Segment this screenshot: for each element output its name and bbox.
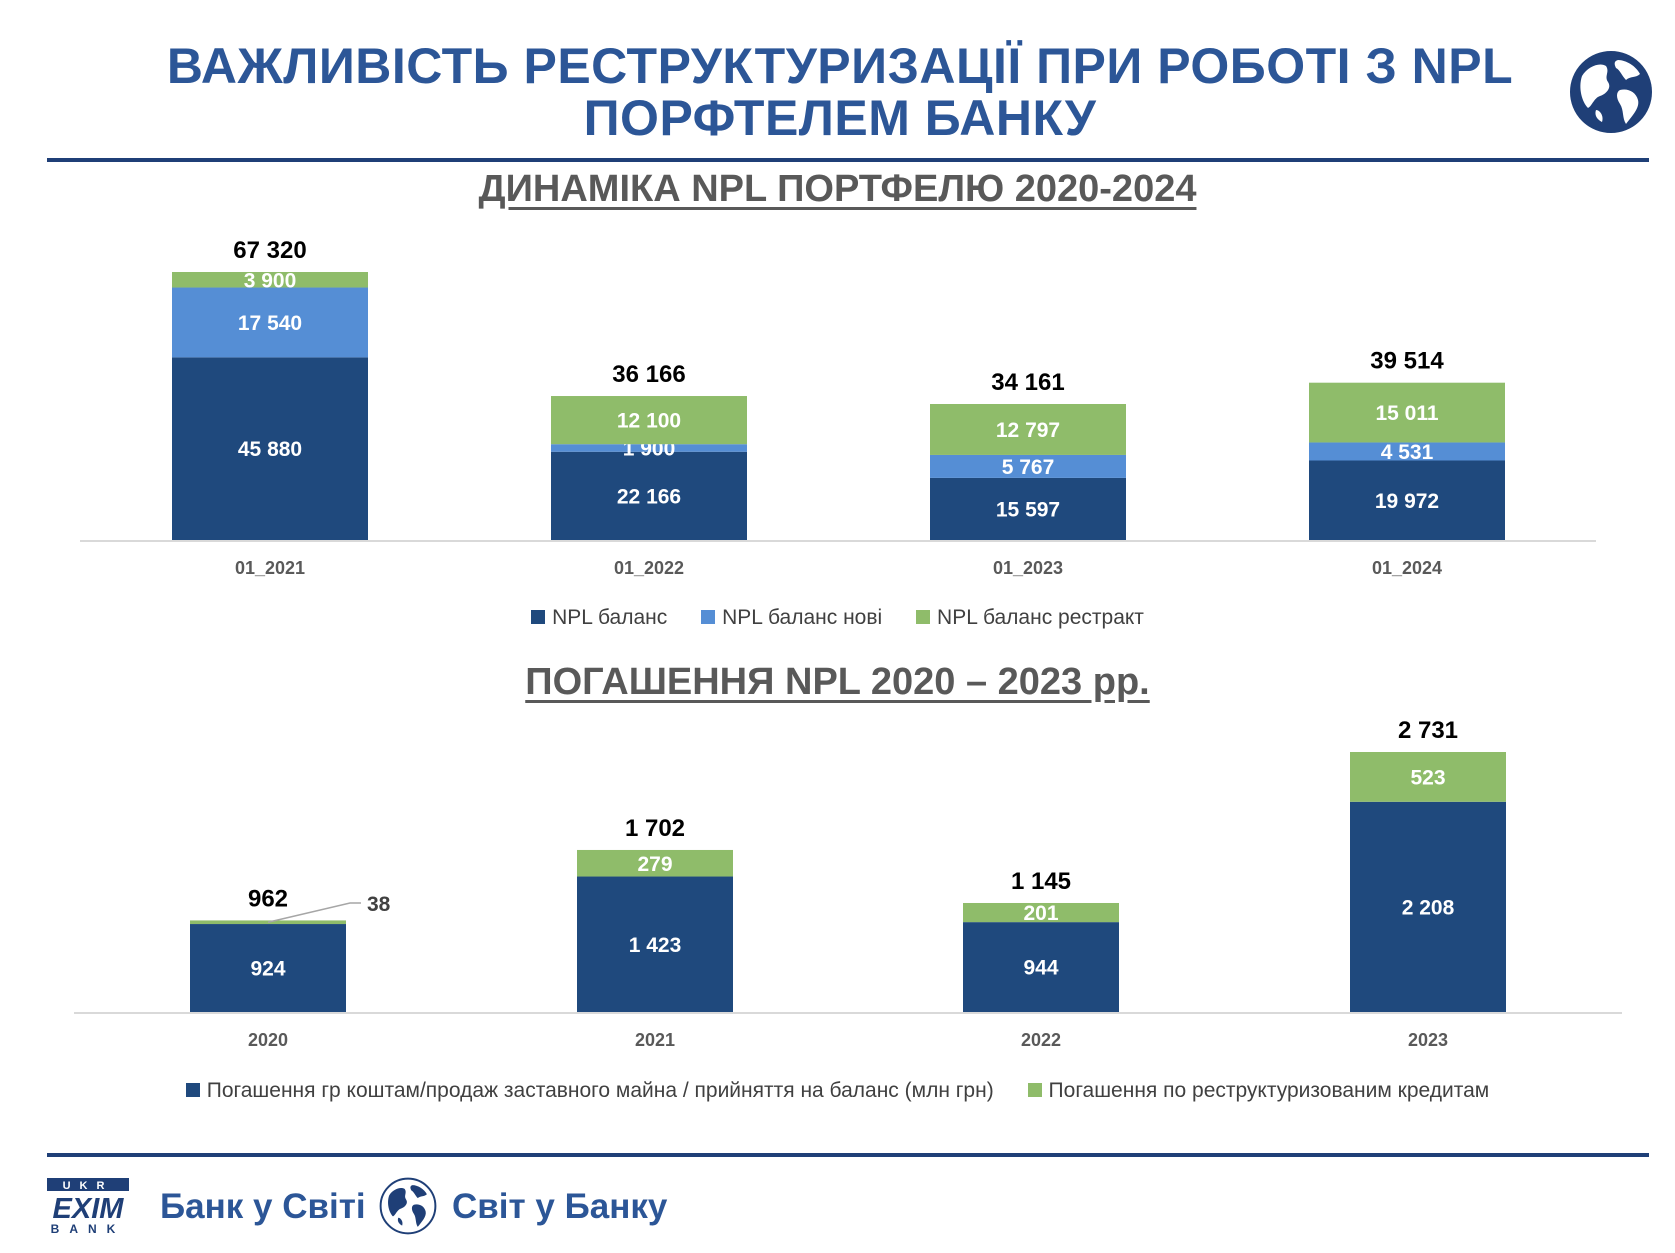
data-label: 12 100 — [617, 410, 681, 433]
data-label: 5 767 — [1002, 456, 1055, 479]
data-label: 3 900 — [244, 269, 297, 292]
category-label: 2021 — [635, 1030, 675, 1050]
logo-text-top: UKR — [63, 1180, 114, 1192]
data-label: 15 597 — [996, 499, 1060, 522]
bar-segment — [1309, 442, 1505, 461]
logo-text-mid: EXIM — [53, 1193, 125, 1225]
chart1-title: ДИНАМІКА NPL ПОРТФЕЛЮ 2020-2024 — [478, 168, 1197, 210]
bar-segment — [1350, 801, 1506, 1012]
data-label: 22 166 — [617, 485, 681, 508]
npl-repayment-chart: 924 38 962 2020 1 423 279 1 702 2021 944 201 1 145… — [74, 717, 1622, 1050]
chart1-legend: NPL баланс NPL баланс нові NPL баланс ре… — [0, 606, 1675, 630]
total-label: 1 702 — [625, 815, 685, 842]
bar-segment — [551, 396, 747, 445]
legend-item-npl-new: NPL баланс нові — [701, 606, 882, 630]
category-label: 01_2022 — [614, 558, 684, 578]
total-label: 67 320 — [233, 237, 306, 264]
bar-segment — [1309, 382, 1505, 443]
data-label: 924 — [250, 958, 285, 981]
legend-swatch — [1027, 1083, 1042, 1097]
legend-item-repayment-restructured: Погашення по реструктуризованим кредитам — [1027, 1079, 1490, 1103]
data-label: 45 880 — [238, 438, 302, 461]
page-title-line-1: ВАЖЛИВІСТЬ РЕСТРУКТУРИЗАЦІЇ ПРИ РОБОТІ З… — [166, 38, 1514, 94]
slogan-left: Банк у Світі — [160, 1187, 366, 1226]
data-label: 12 797 — [996, 419, 1060, 442]
total-label: 962 — [248, 885, 288, 912]
category-label: 01_2024 — [1372, 558, 1442, 578]
total-label: 1 145 — [1011, 868, 1071, 895]
data-label: 944 — [1023, 957, 1058, 980]
bar-segment — [551, 451, 747, 540]
legend-item-repayment-cash: Погашення гр коштам/продаж заставного ма… — [185, 1079, 994, 1103]
data-label: 19 972 — [1375, 490, 1439, 513]
legend-item-npl-restructured: NPL баланс рестракт — [916, 606, 1144, 630]
page-title-line-2: ПОРФТЕЛЕМ БАНКУ — [583, 90, 1097, 146]
data-label: 38 — [367, 893, 391, 916]
bar-segment — [190, 924, 346, 1012]
data-label: 15 011 — [1375, 402, 1438, 425]
total-label: 39 514 — [1370, 348, 1444, 375]
chart2-title: ПОГАШЕННЯ NPL 2020 – 2023 рр. — [525, 661, 1150, 703]
header-divider — [47, 158, 1649, 162]
ukreximbank-logo: UKR EXIM BANK — [47, 1178, 129, 1234]
category-label: 2022 — [1021, 1030, 1061, 1050]
category-label: 2020 — [248, 1030, 288, 1050]
chart2-legend: Погашення гр коштам/продаж заставного ма… — [0, 1079, 1675, 1103]
legend-label: NPL баланс рестракт — [937, 606, 1144, 629]
bar-segment — [172, 287, 368, 358]
bar-segment — [930, 454, 1126, 478]
bar-segment — [963, 922, 1119, 1012]
legend-label: NPL баланс нові — [722, 606, 883, 629]
legend-swatch — [701, 610, 716, 624]
logo-text-bottom: BANK — [51, 1222, 126, 1234]
category-label: 01_2023 — [993, 558, 1063, 578]
total-label: 2 731 — [1398, 717, 1458, 744]
data-label: 523 — [1410, 766, 1445, 789]
bar-segment — [930, 404, 1126, 455]
bar-segment — [172, 357, 368, 540]
legend-label: NPL баланс — [552, 606, 668, 629]
bar-segment — [577, 876, 733, 1012]
category-label: 01_2021 — [235, 558, 305, 578]
data-label: 2 208 — [1402, 896, 1455, 919]
category-label: 2023 — [1408, 1030, 1448, 1050]
globe-icon — [379, 1177, 437, 1235]
total-label: 34 161 — [991, 369, 1064, 396]
legend-swatch — [185, 1083, 200, 1097]
legend-swatch — [916, 610, 931, 624]
footer-divider — [47, 1153, 1649, 1157]
total-label: 36 166 — [612, 361, 685, 388]
bar-segment — [1350, 752, 1506, 802]
bar-segment — [1309, 460, 1505, 540]
bar-segment — [963, 902, 1119, 923]
data-label: 17 540 — [238, 312, 302, 335]
bar-segment — [172, 272, 368, 288]
slogan-right: Світ у Банку — [452, 1187, 668, 1226]
bar-segment — [930, 477, 1126, 540]
data-label: 201 — [1023, 902, 1058, 925]
legend-swatch — [531, 610, 546, 624]
page-title: ВАЖЛИВІСТЬ РЕСТРУКТУРИЗАЦІЇ ПРИ РОБОТІ З… — [120, 40, 1560, 144]
bar-segment — [551, 444, 747, 452]
data-label: 279 — [637, 853, 672, 876]
legend-label: Погашення гр коштам/продаж заставного ма… — [206, 1079, 994, 1102]
data-label: 1 423 — [629, 934, 682, 957]
data-label: 4 531 — [1381, 441, 1434, 464]
globe-icon — [1568, 49, 1654, 135]
bar-segment — [577, 849, 733, 877]
leader-line — [267, 902, 361, 923]
legend-item-npl-balance: NPL баланс — [531, 606, 667, 630]
legend-label: Погашення по реструктуризованим кредитам — [1048, 1079, 1490, 1102]
